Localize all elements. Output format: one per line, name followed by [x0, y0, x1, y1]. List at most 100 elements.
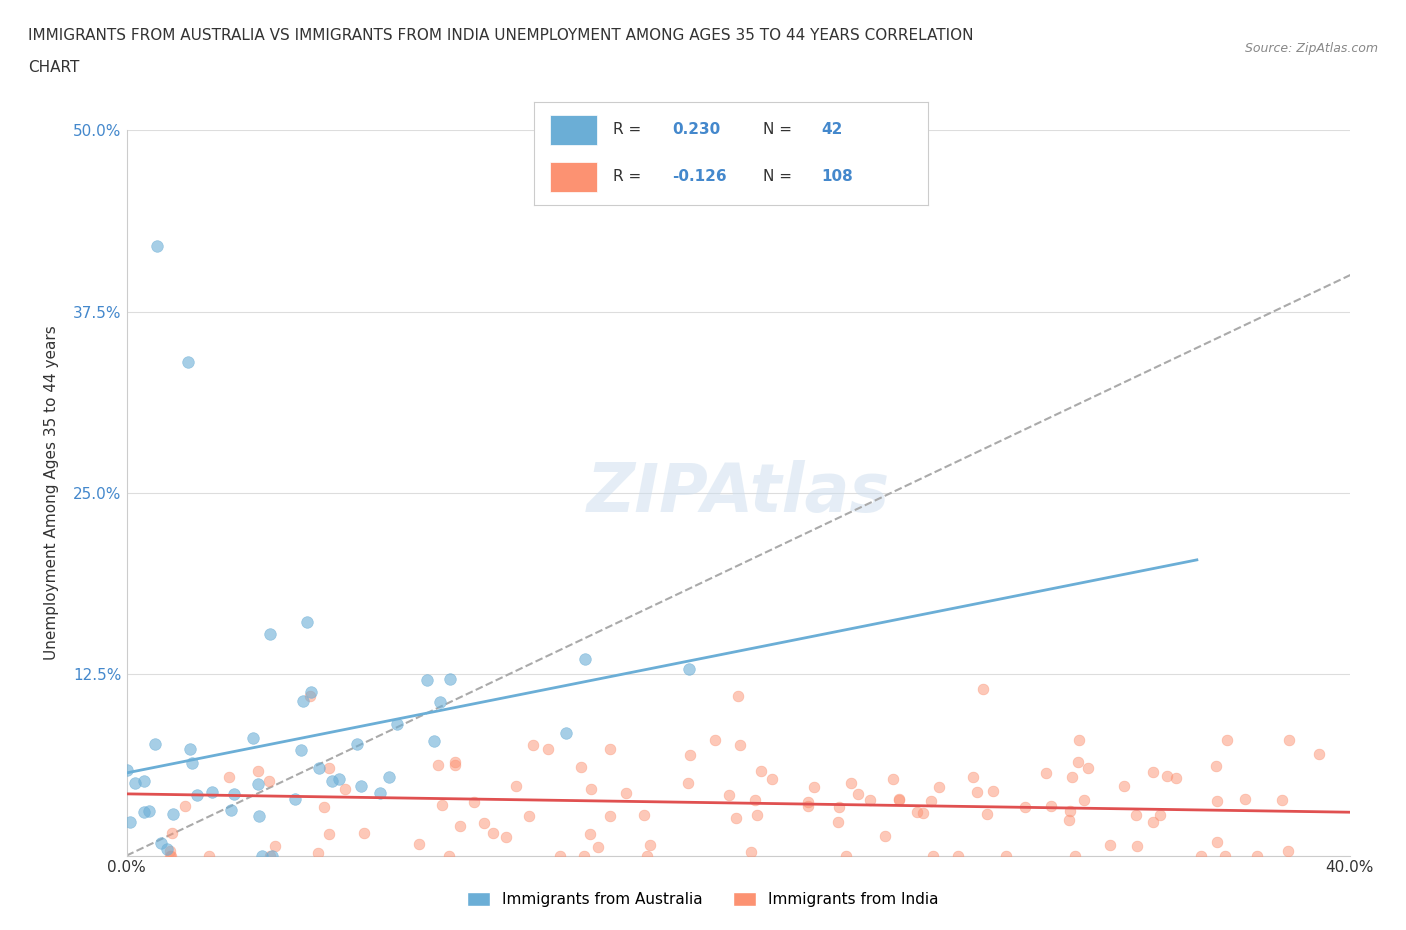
Point [740, 844, 762, 859]
Point [162, 806, 184, 821]
Point [259, 848, 281, 863]
Point [449, 818, 471, 833]
Point [638, 837, 661, 852]
Point [218, 769, 240, 784]
Point [846, 787, 869, 802]
Point [574, 652, 596, 667]
Point [522, 737, 544, 752]
Point [505, 779, 527, 794]
Point [179, 741, 201, 756]
Point [284, 791, 307, 806]
Text: IMMIGRANTS FROM AUSTRALIA VS IMMIGRANTS FROM INDIA UNEMPLOYMENT AMONG AGES 35 TO: IMMIGRANTS FROM AUSTRALIA VS IMMIGRANTS … [28, 28, 973, 43]
Point [219, 803, 242, 817]
Point [586, 840, 609, 855]
Point [797, 798, 820, 813]
Point [198, 848, 221, 863]
Point [146, 239, 169, 254]
Point [292, 694, 315, 709]
Point [318, 761, 340, 776]
Point [439, 671, 461, 686]
Point [346, 737, 368, 751]
Point [920, 793, 942, 808]
Point [1205, 793, 1227, 808]
Point [554, 725, 576, 740]
Point [1062, 770, 1084, 785]
Point [976, 807, 998, 822]
Point [679, 748, 702, 763]
Text: N =: N = [762, 169, 796, 184]
Point [1308, 747, 1330, 762]
Point [1077, 761, 1099, 776]
Point [250, 848, 273, 863]
Point [1067, 733, 1090, 748]
Point [1067, 754, 1090, 769]
Point [444, 754, 467, 769]
Point [728, 737, 751, 752]
Point [1234, 791, 1257, 806]
Point [887, 792, 910, 807]
Y-axis label: Unemployment Among Ages 35 to 44 years: Unemployment Among Ages 35 to 44 years [45, 326, 59, 660]
Point [1014, 799, 1036, 814]
Point [548, 848, 571, 863]
Point [727, 688, 749, 703]
Point [875, 829, 897, 844]
Legend: Immigrants from Australia, Immigrants from India: Immigrants from Australia, Immigrants fr… [461, 885, 945, 913]
Point [318, 826, 340, 841]
Point [181, 755, 204, 770]
Text: 0.230: 0.230 [672, 123, 720, 138]
Point [186, 788, 208, 803]
Point [946, 848, 969, 863]
Point [962, 770, 984, 785]
Point [907, 804, 929, 819]
Point [922, 848, 945, 863]
Point [481, 825, 503, 840]
Point [616, 785, 638, 800]
Point [1057, 813, 1080, 828]
Point [378, 770, 401, 785]
Point [1073, 793, 1095, 808]
Point [174, 799, 197, 814]
Point [1206, 835, 1229, 850]
Point [247, 764, 270, 778]
Point [177, 355, 200, 370]
Point [972, 682, 994, 697]
Point [994, 848, 1017, 863]
Point [1114, 778, 1136, 793]
Text: Source: ZipAtlas.com: Source: ZipAtlas.com [1244, 42, 1378, 55]
Point [749, 764, 772, 778]
Text: R =: R = [613, 169, 647, 184]
Point [299, 688, 322, 703]
Point [1277, 732, 1299, 747]
Point [1098, 838, 1121, 853]
Point [443, 758, 465, 773]
Point [744, 792, 766, 807]
Point [1059, 804, 1081, 818]
Point [159, 844, 181, 859]
Point [1149, 807, 1171, 822]
Point [159, 848, 181, 863]
Point [1277, 844, 1299, 858]
Point [911, 805, 934, 820]
Point [160, 848, 183, 863]
Point [259, 774, 281, 789]
Point [463, 794, 485, 809]
Point [328, 771, 350, 786]
Point [745, 808, 768, 823]
Point [517, 808, 540, 823]
Point [132, 804, 155, 819]
Point [724, 811, 747, 826]
Point [247, 777, 270, 791]
Point [599, 741, 621, 756]
Text: R =: R = [613, 123, 647, 138]
Point [321, 774, 343, 789]
Point [1125, 839, 1147, 854]
Point [138, 804, 160, 818]
Point [495, 830, 517, 844]
Point [578, 827, 600, 842]
Point [717, 787, 740, 802]
Point [353, 826, 375, 841]
Point [678, 661, 700, 676]
Point [797, 794, 820, 809]
Point [882, 772, 904, 787]
Point [572, 848, 595, 863]
